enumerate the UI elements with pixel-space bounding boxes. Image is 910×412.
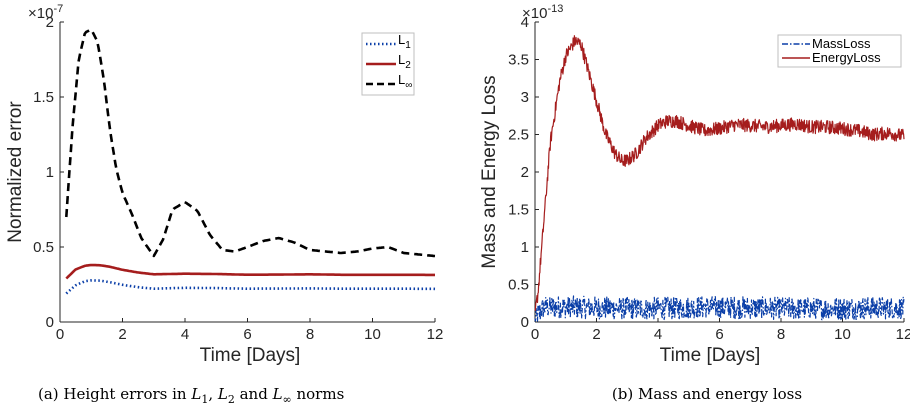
plot-b-area: 0 2 4 6 8 10 12 0 0.5 1 1.5 2 2.5 3 3.5 4 xyxy=(508,14,910,343)
x-tick-label: 0 xyxy=(531,326,539,343)
y-tick-label: 0 xyxy=(521,314,529,331)
y-tick-label: 1.5 xyxy=(508,202,529,219)
y-tick-label: 1 xyxy=(46,164,54,181)
x-tick-label: 8 xyxy=(777,326,785,343)
series-line-l1 xyxy=(65,279,436,295)
y-tick-label: 2 xyxy=(521,164,529,181)
x-tick-label: 12 xyxy=(896,326,910,343)
y-tick-label: 1.5 xyxy=(33,89,54,106)
panel-a-x-axis-label: Time [Days] xyxy=(200,345,301,366)
x-tick-label: 8 xyxy=(306,326,314,343)
y-tick-label: 1 xyxy=(521,239,529,256)
x-tick-label: 4 xyxy=(181,326,189,343)
x-tick-label: 4 xyxy=(654,326,662,343)
panel-a: 0 2 4 6 8 10 12 0 0.5 1 1.5 2 ×10-7 Normalized erro… xyxy=(5,3,443,406)
legend-label-l1: L1 xyxy=(398,32,411,51)
series-line-energyloss xyxy=(534,35,905,311)
x-tick-label: 2 xyxy=(592,326,600,343)
panel-b: 0 2 4 6 8 10 12 0 0.5 1 1.5 2 2.5 3 3.5 4 ×10-13 Mass a… xyxy=(479,3,910,403)
legend-label-l2: L2 xyxy=(398,52,411,71)
y-tick-label: 2.5 xyxy=(508,127,529,144)
panel-b-y-axis-label: Mass and Energy Loss xyxy=(479,75,500,268)
legend-label-massloss: MassLoss xyxy=(812,36,871,51)
panel-a-y-exponent: ×10-7 xyxy=(28,3,63,22)
panel-b-legend-box xyxy=(777,34,902,68)
y-tick-label: 0.5 xyxy=(508,277,529,294)
x-tick-label: 6 xyxy=(243,326,251,343)
x-tick-label: 10 xyxy=(364,326,381,343)
series-line-massloss xyxy=(534,295,905,323)
y-tick-label: 4 xyxy=(521,14,529,31)
legend-label-energyloss: EnergyLoss xyxy=(812,50,881,65)
y-tick-label: 3.5 xyxy=(508,52,529,69)
panel-a-caption: (a) Height errors in L1, L2 and L∞ norms xyxy=(38,385,344,406)
y-tick-label: 3 xyxy=(521,89,529,106)
x-tick-label: 6 xyxy=(715,326,723,343)
x-tick-label: 10 xyxy=(834,326,851,343)
x-tick-label: 12 xyxy=(427,326,444,343)
x-tick-label: 2 xyxy=(118,326,126,343)
x-tick-label: 0 xyxy=(56,326,64,343)
series-line-l2 xyxy=(65,263,435,280)
panel-b-x-axis-label: Time [Days] xyxy=(660,345,761,366)
series-line-l xyxy=(65,28,436,258)
panel-b-legend: MassLoss EnergyLoss xyxy=(777,34,902,68)
panel-a-legend: L1 L2 L∞ xyxy=(361,32,415,96)
panel-a-y-axis-label: Normalized error xyxy=(5,101,26,243)
legend-label-linf: L∞ xyxy=(398,72,412,91)
panel-b-caption: (b) Mass and energy loss xyxy=(612,385,802,403)
panel-b-y-exponent: ×10-13 xyxy=(522,3,563,22)
plot-a-area: 0 2 4 6 8 10 12 0 0.5 1 1.5 2 xyxy=(33,14,443,343)
y-tick-label: 0.5 xyxy=(33,239,54,256)
y-tick-label: 0 xyxy=(46,314,54,331)
y-tick-label: 2 xyxy=(46,14,54,31)
